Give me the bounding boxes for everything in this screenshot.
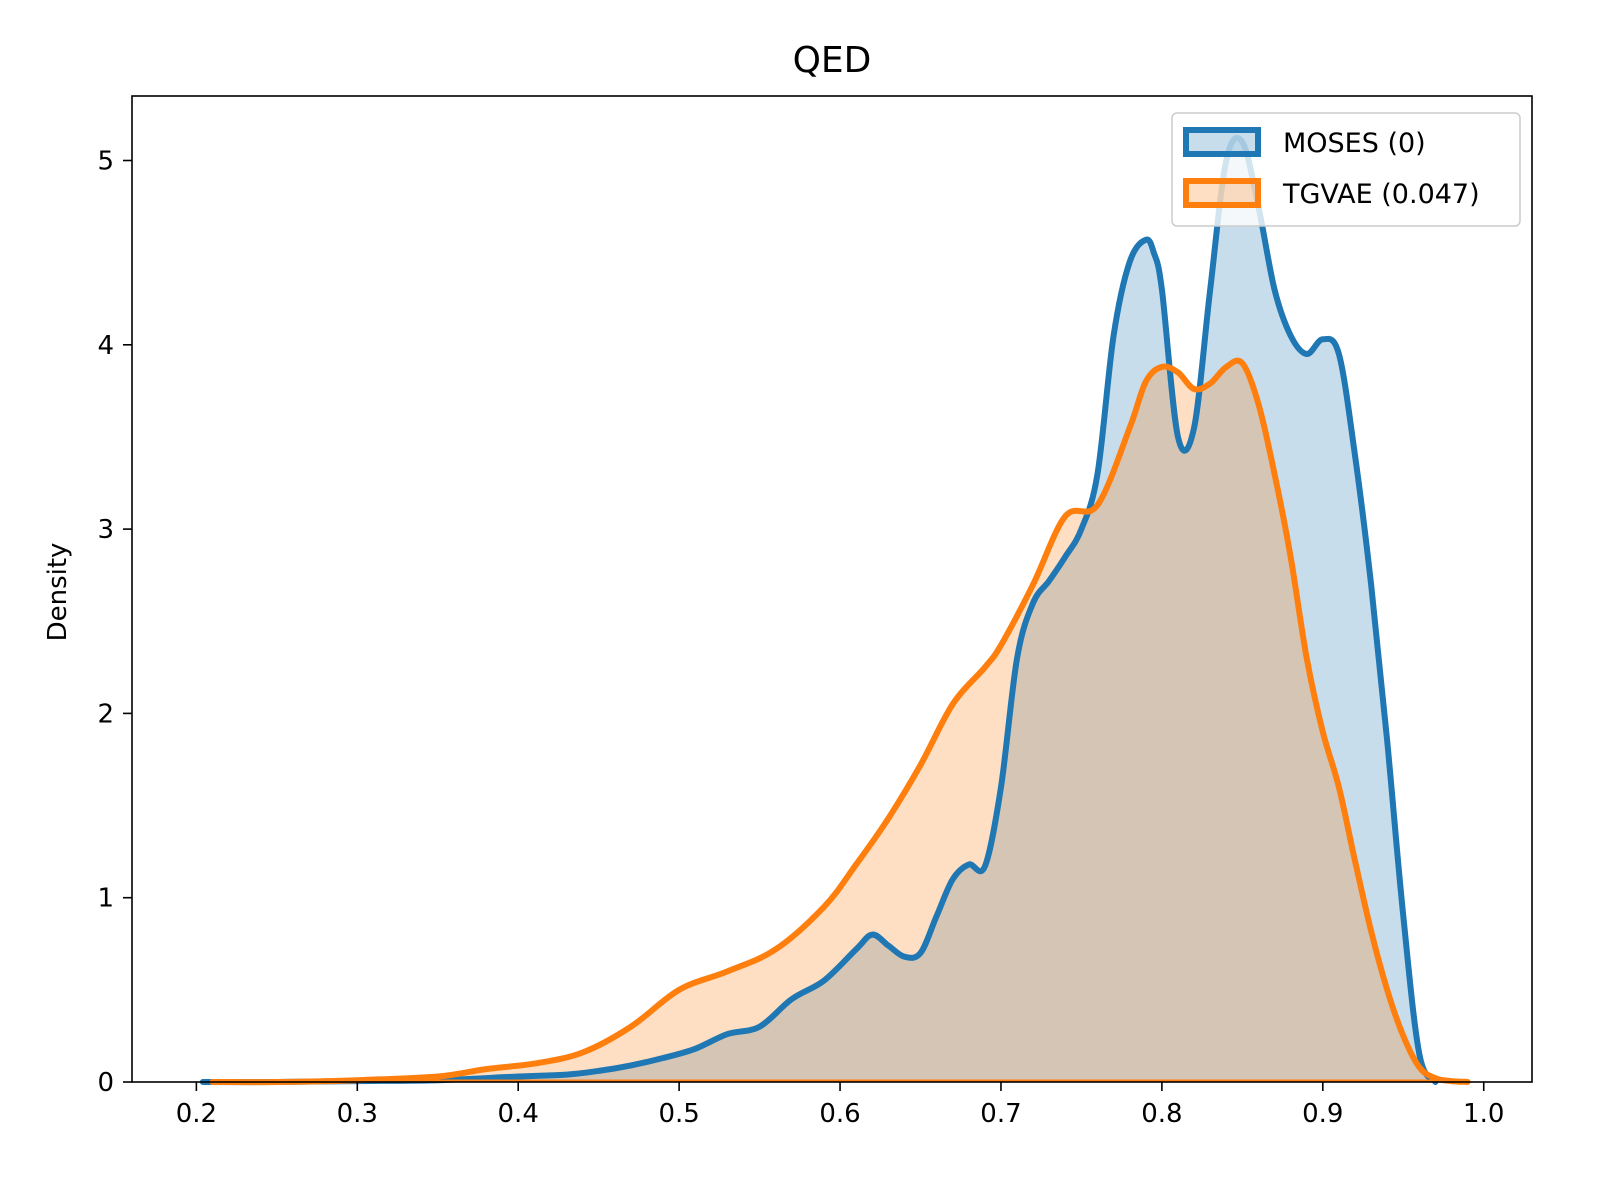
y-tick-label: 5 [97, 147, 114, 177]
series-area-1 [212, 360, 1468, 1083]
y-axis-label: Density [43, 543, 73, 642]
y-tick-label: 4 [97, 331, 114, 361]
legend-label-0: MOSES (0) [1283, 128, 1426, 159]
y-tick-label: 1 [97, 884, 114, 914]
y-tick-label: 2 [97, 699, 114, 729]
legend-label-1: TGVAE (0.047) [1282, 179, 1480, 210]
x-tick-label: 0.3 [337, 1099, 378, 1129]
legend: MOSES (0) TGVAE (0.047) [1171, 112, 1521, 227]
x-tick-label: 0.8 [1141, 1099, 1182, 1129]
x-tick-label: 0.7 [980, 1099, 1021, 1129]
y-tick-label: 3 [97, 515, 114, 545]
x-tick-label: 0.2 [176, 1099, 217, 1129]
plot-area [199, 135, 1471, 1086]
axes-frame [131, 95, 1533, 1083]
legend-swatch-0 [1183, 127, 1261, 157]
y-tick-label: 0 [97, 1068, 114, 1098]
x-tick-label: 0.4 [498, 1099, 539, 1129]
series-line-1 [209, 357, 1471, 1086]
x-tick-label: 0.5 [658, 1099, 699, 1129]
x-tick-label: 1.0 [1463, 1099, 1504, 1129]
x-tick-label: 0.6 [819, 1099, 860, 1129]
legend-swatch-1 [1183, 178, 1261, 208]
series-area-0 [202, 137, 1436, 1083]
x-tick-label: 0.9 [1302, 1099, 1343, 1129]
chart-title: QED [793, 40, 872, 81]
series-line-0 [199, 135, 1439, 1086]
axis-ticks: 0.2 0.3 0.4 0.5 0.6 0.7 0.8 0.9 1.0 0 1 2 3 4 5 [97, 147, 1504, 1129]
